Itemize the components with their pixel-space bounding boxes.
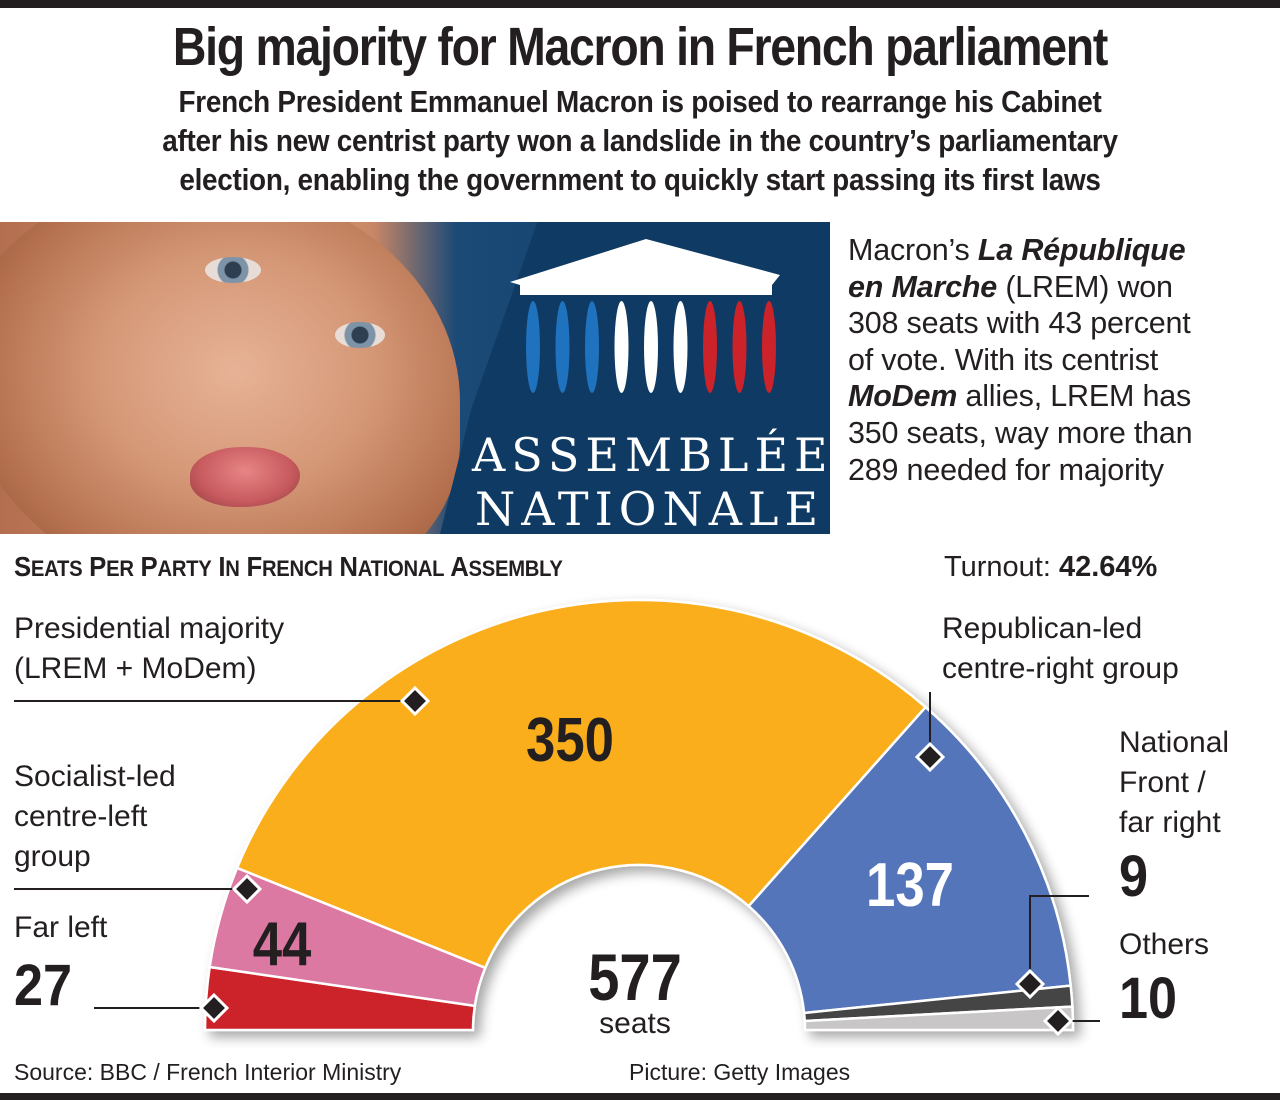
marker-republican [914,741,946,773]
label-others: Others [1119,928,1210,961]
headline: Big majority for Macron in French parlia… [172,17,1108,77]
info-text: of vote. With its centrist [848,342,1159,377]
label-republican-line-1: Republican-led [942,612,1143,645]
label-far-left: Far left [14,911,108,944]
logo-column [555,301,570,393]
label-socialist: Socialist-led centre-left group [14,757,176,877]
logo-columns [526,301,776,393]
party-name: La République [977,233,1186,267]
leader-lines [14,685,1100,1037]
logo-column [644,301,658,393]
segment-others [803,1005,1075,1032]
top-rule [0,0,1280,8]
standfirst-line-2: after his new centrist party won a lands… [162,123,1118,158]
info-text: 308 seats with 43 percent [848,306,1191,341]
party-name-cont: en Marche [848,269,998,304]
marker-national-front [1014,968,1046,1000]
value-republican: 137 [866,851,954,920]
segment-republican [746,705,1073,1015]
eye-left [205,257,261,283]
logo-text-line-2: NATIONALE [474,482,825,534]
label-republican-line-2: centre-right group [942,652,1179,685]
label-national-front-line-3: far right [1119,806,1221,839]
eye-right [335,322,385,348]
info-paragraph: Macron’s La République en Marche (LREM) … [848,232,1268,488]
value-presidential: 350 [526,706,614,775]
value-socialist: 44 [252,910,312,979]
info-text: Macron’s [848,233,978,267]
info-text: allies, LREM has [957,379,1192,414]
marker-others [1042,1005,1074,1037]
bottom-rule [0,1093,1280,1100]
logo-column [614,301,629,393]
value-national-front: 9 [1119,844,1149,909]
marker-presidential [399,685,431,717]
label-presidential: Presidential majority (LREM + MoDem) [14,609,284,689]
info-text: 289 needed for majority [848,452,1164,487]
info-text: 350 seats, way more than [848,415,1193,450]
turnout-label: Turnout: [944,551,1059,583]
label-socialist-line-1: Socialist-led [14,760,176,793]
total-seats-value: 577 [588,940,682,1014]
label-republican: Republican-led centre-right group [942,609,1179,689]
macron-photo: ASSEMBLÉE NATIONALE [0,222,830,534]
label-presidential-line-2: (LREM + MoDem) [14,652,257,685]
standfirst: French President Emmanuel Macron is pois… [64,82,1216,199]
marker-socialist [231,873,263,905]
label-national-front-line-2: Front / [1119,766,1206,799]
chart-title: SEATS PER PARTY IN FRENCH NATIONAL ASSEM… [14,551,563,582]
logo-column [673,301,688,393]
label-socialist-line-2: centre-left [14,800,148,833]
logo-column [762,301,776,393]
source-credit: Source: BBC / French Interior Ministry [14,1059,402,1085]
leader-national-front [1029,895,1089,984]
total-seats-label: seats [599,1007,671,1040]
label-presidential-line-1: Presidential majority [14,612,285,645]
value-others: 10 [1119,966,1178,1031]
standfirst-line-3: election, enabling the government to qui… [179,162,1101,197]
logo-text-line-1: ASSEMBLÉE [472,428,830,482]
ally-name: MoDem [848,379,958,414]
picture-credit: Picture: Getty Images [629,1059,851,1085]
turnout-value: 42.64% [1058,551,1158,583]
standfirst-line-1: French President Emmanuel Macron is pois… [178,84,1102,119]
logo-pediment [510,239,780,295]
logo-column [585,301,599,393]
marker-far-left [198,992,230,1024]
turnout: Turnout: 42.64% [944,551,1157,584]
logo-column [703,301,717,393]
logo-column [526,301,540,393]
value-far-left: 27 [14,953,73,1018]
mouth [190,447,300,507]
label-socialist-line-3: group [14,840,91,873]
label-national-front: National Front / far right [1119,723,1229,843]
info-text: (LREM) won [997,269,1173,304]
label-national-front-line-1: National [1119,726,1230,759]
assembly-logo-icon [510,239,780,393]
logo-column [732,301,747,393]
